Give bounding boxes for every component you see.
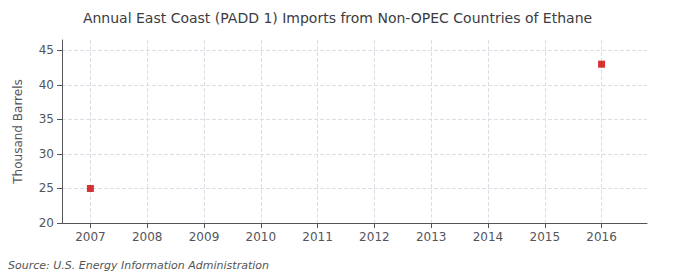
svg-text:Annual East Coast (PADD 1) Imp: Annual East Coast (PADD 1) Imports from … xyxy=(83,10,592,26)
svg-text:40: 40 xyxy=(39,78,54,92)
svg-text:2011: 2011 xyxy=(302,230,333,244)
svg-text:45: 45 xyxy=(39,43,54,57)
svg-text:2012: 2012 xyxy=(359,230,390,244)
svg-text:30: 30 xyxy=(39,147,54,161)
svg-text:Thousand Barrels: Thousand Barrels xyxy=(11,79,25,184)
svg-text:25: 25 xyxy=(39,181,54,195)
svg-text:2007: 2007 xyxy=(75,230,106,244)
svg-text:2010: 2010 xyxy=(246,230,277,244)
svg-text:2016: 2016 xyxy=(586,230,617,244)
svg-text:2015: 2015 xyxy=(529,230,560,244)
svg-text:20: 20 xyxy=(39,216,54,230)
svg-text:2008: 2008 xyxy=(132,230,163,244)
svg-text:35: 35 xyxy=(39,112,54,126)
svg-text:2009: 2009 xyxy=(189,230,220,244)
svg-text:2014: 2014 xyxy=(473,230,504,244)
svg-text:Source: U.S. Energy Informatio: Source: U.S. Energy Information Administ… xyxy=(8,259,269,272)
svg-text:2013: 2013 xyxy=(416,230,447,244)
